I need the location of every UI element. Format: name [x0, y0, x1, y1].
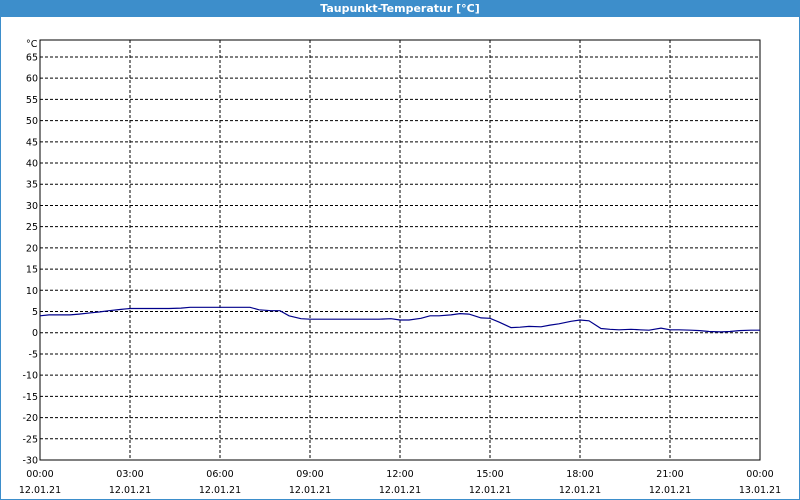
x-tick-date-label: 12.01.21 [649, 485, 691, 496]
y-axis: 65605550454035302520151050-5-10-15-20-25… [22, 52, 38, 466]
y-tick-label: -20 [22, 413, 38, 424]
x-tick-date-label: 12.01.21 [559, 485, 601, 496]
x-tick-time-label: 12:00 [386, 469, 413, 480]
y-tick-label: 45 [26, 137, 38, 148]
x-tick-date-label: 13.01.21 [739, 485, 781, 496]
y-tick-label: -5 [29, 349, 38, 360]
x-tick-date-label: 12.01.21 [109, 485, 151, 496]
y-tick-label: -10 [22, 371, 38, 382]
y-tick-label: 0 [32, 328, 38, 339]
x-tick-date-label: 12.01.21 [199, 485, 241, 496]
series-line [39, 306, 760, 333]
x-tick-date-label: 12.01.21 [469, 485, 511, 496]
y-axis-unit-label: °C [26, 39, 38, 50]
y-tick-label: 60 [26, 74, 38, 85]
y-tick-label: 40 [26, 159, 38, 170]
x-tick-time-label: 00:00 [746, 469, 773, 480]
chart-title: Taupunkt-Temperatur [°C] [0, 0, 800, 17]
y-tick-label: -15 [22, 392, 38, 403]
grid-lines [40, 40, 760, 460]
x-tick-date-label: 12.01.21 [289, 485, 331, 496]
x-tick-time-label: 03:00 [116, 469, 143, 480]
y-tick-label: -30 [22, 456, 38, 467]
x-tick-date-label: 12.01.21 [19, 485, 61, 496]
y-tick-label: 65 [26, 52, 38, 63]
x-tick-time-label: 18:00 [566, 469, 593, 480]
x-tick-time-label: 06:00 [206, 469, 233, 480]
y-tick-label: 15 [26, 265, 38, 276]
y-tick-label: 25 [26, 222, 38, 233]
y-tick-label: 5 [32, 307, 38, 318]
y-tick-label: 35 [26, 180, 38, 191]
y-tick-label: 55 [26, 95, 38, 106]
y-tick-label: 20 [26, 243, 38, 254]
x-tick-time-label: 21:00 [656, 469, 683, 480]
x-tick-time-label: 09:00 [296, 469, 323, 480]
x-axis: 00:00 12.01.21 03:00 12.01.21 06:00 12.01.21 0… [19, 469, 781, 496]
x-tick-time-label: 15:00 [476, 469, 503, 480]
x-tick-time-label: 00:00 [26, 469, 53, 480]
y-tick-label: 30 [26, 201, 38, 212]
y-tick-label: -25 [22, 434, 38, 445]
x-tick-date-label: 12.01.21 [379, 485, 421, 496]
y-tick-label: 10 [26, 286, 38, 297]
y-tick-label: 50 [26, 116, 38, 127]
